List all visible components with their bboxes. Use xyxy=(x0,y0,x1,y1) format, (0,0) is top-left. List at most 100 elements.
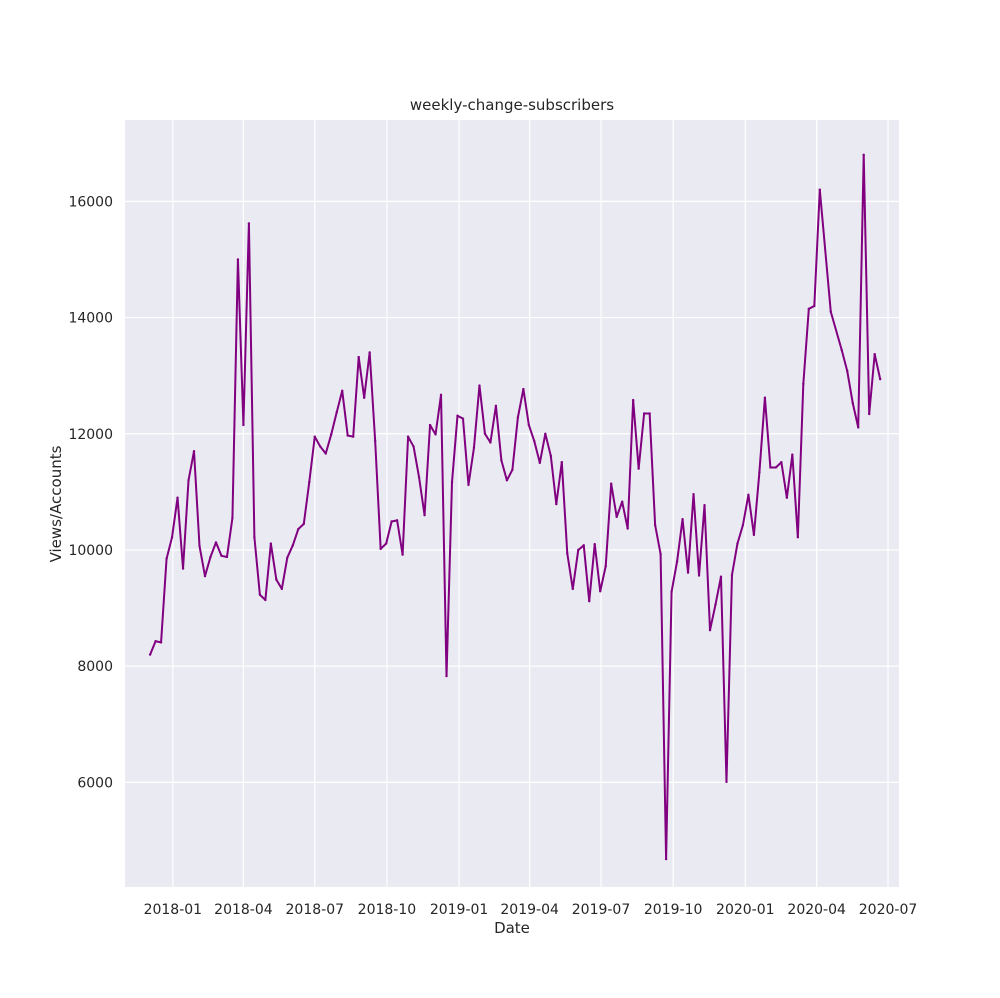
data-point xyxy=(637,467,640,470)
data-point xyxy=(313,435,316,438)
data-point xyxy=(615,515,618,519)
data-point xyxy=(741,523,745,527)
data-point xyxy=(461,417,465,420)
data-point xyxy=(472,446,476,449)
data-point xyxy=(807,307,811,311)
data-point xyxy=(752,533,756,537)
data-point xyxy=(324,452,327,455)
data-point xyxy=(253,536,256,539)
data-point xyxy=(225,555,229,559)
data-point xyxy=(357,355,360,359)
data-point xyxy=(286,556,289,559)
y-tick-label: 16000 xyxy=(68,194,113,210)
data-point xyxy=(538,461,542,465)
data-point xyxy=(494,404,498,408)
data-point xyxy=(198,544,201,548)
series-line xyxy=(149,153,882,861)
x-axis: 2018-01 2018-04 2018-07 2018-10 2019-01 2019-… xyxy=(144,902,918,918)
data-point xyxy=(362,396,366,399)
y-axis-title: Views/Accounts xyxy=(47,445,65,562)
x-tick-label: 2019-01 xyxy=(430,902,489,918)
x-tick-label: 2018-04 xyxy=(214,902,273,918)
data-point xyxy=(368,351,371,354)
data-point xyxy=(170,536,174,539)
data-point xyxy=(439,393,443,397)
data-point xyxy=(341,389,344,392)
data-point xyxy=(308,480,311,484)
data-point xyxy=(302,522,305,526)
data-point xyxy=(719,575,723,578)
data-point xyxy=(566,552,569,555)
data-point xyxy=(878,377,882,381)
data-point xyxy=(401,553,404,556)
data-point xyxy=(659,552,662,556)
data-point xyxy=(406,435,410,438)
x-tick-label: 2020-04 xyxy=(787,902,846,918)
data-point xyxy=(165,557,168,560)
data-point xyxy=(456,414,459,417)
data-point xyxy=(544,432,547,435)
y-tick-label: 12000 xyxy=(68,427,113,443)
data-point xyxy=(846,369,849,373)
data-point xyxy=(868,412,871,416)
data-point xyxy=(264,598,267,602)
data-point xyxy=(549,454,553,458)
data-point xyxy=(445,674,448,678)
data-point xyxy=(664,857,668,861)
data-point xyxy=(516,416,520,419)
data-point xyxy=(467,483,470,487)
data-point xyxy=(330,433,333,436)
data-point xyxy=(489,441,492,444)
data-point xyxy=(571,587,574,591)
data-point xyxy=(697,574,701,577)
data-point xyxy=(736,542,739,545)
data-point xyxy=(395,519,399,522)
data-point xyxy=(686,571,690,574)
data-point xyxy=(505,479,509,482)
data-point xyxy=(648,412,651,415)
data-point xyxy=(187,479,190,482)
y-tick-label: 14000 xyxy=(68,311,113,327)
data-point xyxy=(478,384,481,387)
data-point xyxy=(703,504,706,507)
data-point xyxy=(258,593,262,596)
data-point xyxy=(582,544,585,547)
data-point xyxy=(275,578,278,581)
y-axis: 6000 8000 10000 12000 14000 16000 xyxy=(68,194,113,791)
data-point xyxy=(642,412,646,415)
data-point xyxy=(527,423,531,427)
data-point xyxy=(653,523,657,527)
data-point xyxy=(417,476,421,479)
data-point xyxy=(297,527,300,531)
data-point xyxy=(708,628,712,632)
data-point xyxy=(714,603,717,606)
y-tick-label: 6000 xyxy=(77,775,113,791)
data-point xyxy=(231,516,234,520)
x-tick-label: 2019-07 xyxy=(572,902,631,918)
data-point xyxy=(511,468,514,471)
data-point xyxy=(818,188,821,191)
data-point xyxy=(412,445,415,448)
data-point xyxy=(428,423,432,427)
data-point xyxy=(829,310,832,313)
plot-area xyxy=(125,120,899,887)
data-point xyxy=(857,426,860,429)
data-point xyxy=(593,542,596,546)
data-point xyxy=(269,542,273,545)
data-point xyxy=(758,470,761,474)
data-point xyxy=(747,493,750,496)
chart-title: weekly-change-subscribers xyxy=(410,96,614,114)
data-point xyxy=(390,520,393,523)
y-tick-label: 10000 xyxy=(68,543,113,559)
data-point xyxy=(774,466,778,469)
x-tick-label: 2019-10 xyxy=(644,902,703,918)
x-tick-label: 2018-10 xyxy=(358,902,417,918)
data-points xyxy=(148,153,882,861)
data-point xyxy=(154,640,157,643)
data-point xyxy=(802,382,805,385)
data-point xyxy=(588,599,591,603)
x-tick-label: 2020-01 xyxy=(716,902,775,918)
data-point xyxy=(626,527,629,530)
x-tick-label: 2018-01 xyxy=(144,902,203,918)
data-point xyxy=(203,574,207,578)
